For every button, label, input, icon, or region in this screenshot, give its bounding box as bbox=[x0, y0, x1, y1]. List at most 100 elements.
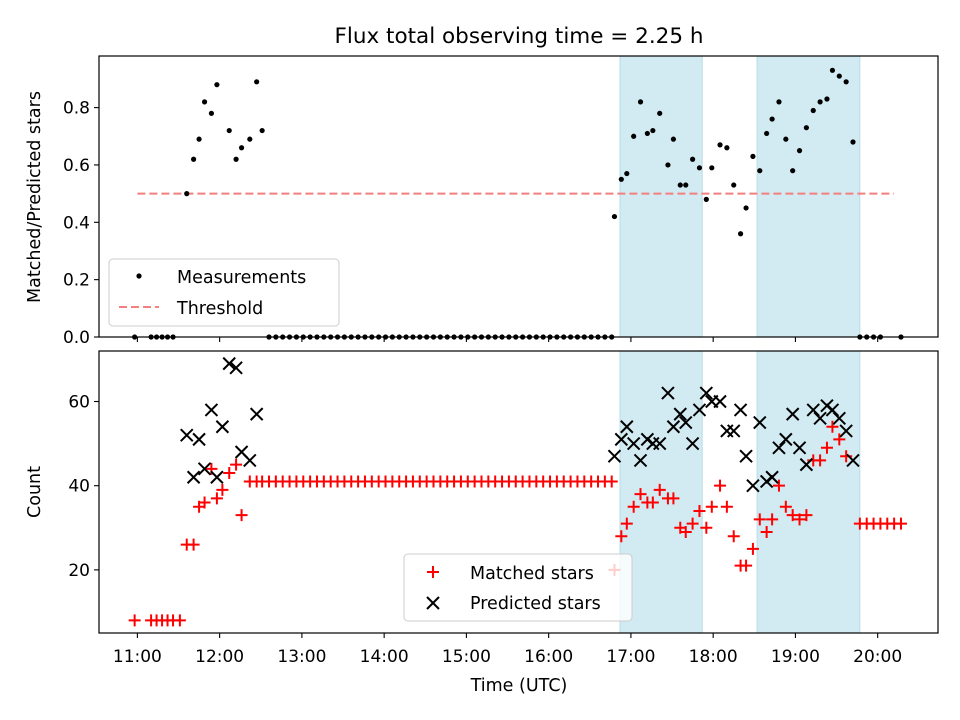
measurement-point bbox=[637, 99, 644, 105]
predicted-star-point bbox=[192, 432, 206, 447]
legend-predicted-label: Predicted stars bbox=[470, 594, 601, 614]
bottom-y-ticks: 20 40 60 bbox=[68, 393, 99, 581]
shaded-span-1 bbox=[619, 350, 703, 634]
measurement-point bbox=[829, 67, 836, 73]
measurement-point bbox=[783, 136, 789, 142]
bottom-x-ticks: 11:00 12:00 13:00 14:00 15:00 16:00 17:00 18:00… bbox=[113, 633, 902, 667]
x-tick-label: 18:00 bbox=[689, 647, 738, 667]
measurement-point bbox=[709, 165, 715, 171]
predicted-star-point bbox=[215, 420, 230, 434]
measurement-point bbox=[717, 142, 723, 148]
matched-star-point bbox=[128, 614, 141, 627]
measurement-point bbox=[196, 136, 202, 142]
bottom-legend: Matched stars Predicted stars bbox=[403, 553, 633, 622]
predicted-star-point bbox=[679, 415, 693, 430]
predicted-star-point bbox=[222, 356, 236, 371]
measurement-point bbox=[657, 110, 663, 116]
measurement-point bbox=[836, 73, 842, 79]
matched-star-point bbox=[746, 542, 759, 555]
predicted-star-point bbox=[666, 420, 681, 434]
x-tick-label: 20:00 bbox=[853, 647, 902, 667]
matched-star-point bbox=[826, 420, 839, 433]
measurement-point bbox=[776, 99, 782, 105]
matched-star-point bbox=[679, 525, 692, 538]
predicted-star-point bbox=[626, 436, 641, 451]
measurement-point bbox=[670, 136, 677, 142]
predicted-star-point bbox=[792, 441, 807, 455]
matched-star-point bbox=[833, 433, 846, 446]
matched-star-point bbox=[667, 492, 680, 505]
bottom-panel-frame bbox=[98, 350, 939, 634]
measurement-point bbox=[611, 213, 618, 220]
measurement-point bbox=[769, 116, 775, 122]
matched-star-point bbox=[198, 496, 211, 509]
predicted-star-point bbox=[197, 462, 212, 476]
y-tick-label: 0.0 bbox=[63, 328, 90, 348]
legend-threshold-label: Threshold bbox=[176, 299, 263, 319]
matched-star-point bbox=[820, 441, 833, 454]
x-tick-label: 13:00 bbox=[277, 647, 326, 667]
top-y-ticks: 0.0 0.2 0.4 0.6 0.8 bbox=[63, 99, 99, 348]
predicted-star-point bbox=[825, 403, 840, 417]
matched-star-point bbox=[786, 509, 799, 522]
x-tick-label: 11:00 bbox=[113, 647, 162, 667]
predicted-star-point bbox=[799, 457, 814, 472]
predicted-star-point bbox=[733, 403, 748, 417]
legend-matched-marker bbox=[427, 566, 439, 578]
predicted-star-point bbox=[785, 407, 800, 421]
matched-star-point bbox=[814, 454, 827, 467]
measurement-point bbox=[233, 156, 239, 162]
predicted-star-point bbox=[806, 403, 820, 417]
bottom-legend-box bbox=[403, 553, 633, 622]
bottom-y-axis-label: Count bbox=[25, 466, 45, 518]
measurement-point bbox=[850, 139, 856, 145]
predicted-star-point bbox=[779, 432, 793, 447]
predicted-star-point bbox=[765, 470, 779, 484]
measurement-point bbox=[208, 110, 215, 116]
matched-star-point bbox=[894, 517, 907, 530]
measurement-point bbox=[737, 231, 744, 237]
matched-star-point bbox=[714, 479, 727, 492]
measurement-point bbox=[254, 79, 260, 85]
predicted-star-point bbox=[673, 407, 687, 421]
measurement-point bbox=[201, 99, 208, 105]
top-x-ticks bbox=[136, 337, 879, 342]
measurement-point bbox=[618, 176, 624, 182]
measurement-point bbox=[724, 145, 730, 151]
predicted-star-point bbox=[210, 470, 224, 484]
x-tick-label: 16:00 bbox=[524, 647, 573, 667]
shaded-span-1 bbox=[619, 55, 703, 338]
matched-stars-points bbox=[128, 420, 907, 627]
predicted-star-point bbox=[846, 453, 860, 468]
predicted-star-point bbox=[753, 415, 767, 430]
measurement-point bbox=[810, 107, 816, 114]
predicted-star-point bbox=[813, 411, 827, 426]
measurement-point bbox=[650, 127, 656, 134]
predicted-star-point bbox=[614, 432, 629, 447]
x-axis-label: Time (UTC) bbox=[470, 676, 568, 696]
measurement-point bbox=[843, 79, 849, 85]
matched-star-point bbox=[740, 559, 753, 572]
measurement-point bbox=[631, 133, 637, 139]
y-tick-label: 0.8 bbox=[63, 99, 90, 119]
measurement-point bbox=[750, 153, 756, 159]
predicted-star-point bbox=[620, 420, 634, 434]
matched-star-point bbox=[753, 513, 766, 526]
y-tick-label: 0.2 bbox=[63, 271, 90, 291]
predicted-star-point bbox=[633, 453, 648, 468]
matched-star-point bbox=[627, 500, 640, 513]
y-tick-label: 0.6 bbox=[63, 156, 90, 176]
legend-matched-label: Matched stars bbox=[470, 564, 594, 584]
measurement-point bbox=[184, 191, 190, 197]
matched-star-point bbox=[187, 538, 200, 551]
measurement-point bbox=[796, 148, 803, 154]
measurement-point bbox=[757, 168, 763, 174]
x-tick-label: 14:00 bbox=[360, 647, 409, 667]
measurement-point bbox=[644, 130, 650, 137]
matched-star-point bbox=[653, 483, 666, 496]
x-tick-label: 17:00 bbox=[606, 647, 655, 667]
predicted-star-point bbox=[699, 386, 714, 400]
matched-star-point bbox=[210, 492, 223, 505]
predicted-star-point bbox=[607, 449, 622, 463]
matched-star-point bbox=[615, 530, 628, 543]
